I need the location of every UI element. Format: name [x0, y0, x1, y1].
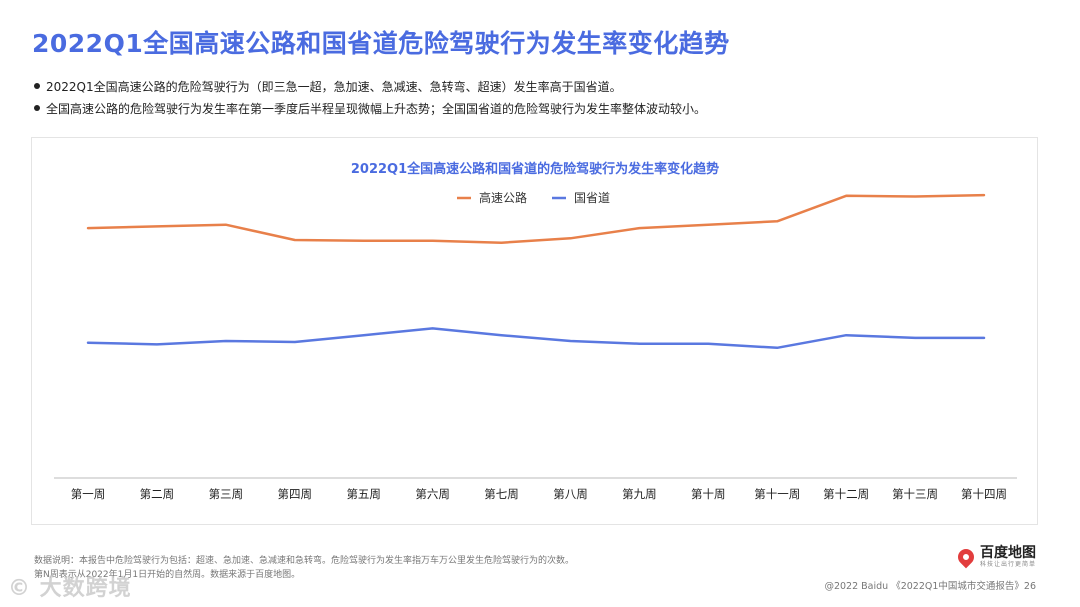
- data-point-1-12: [914, 337, 916, 339]
- chart-legend: 高速公路 国省道: [457, 190, 610, 205]
- x-tick-label: 第八周: [553, 487, 588, 501]
- series-lines: [86, 193, 986, 350]
- map-pin-icon: [954, 545, 978, 569]
- data-point-0-10: [776, 220, 779, 223]
- series-line-1: [86, 327, 986, 350]
- data-footnote: 数据说明：本报告中危险驾驶行为包括：超速、急加速、急减速和急转弯。危险驾驶行为发…: [34, 554, 574, 582]
- data-point-0-8: [638, 227, 641, 229]
- x-tick-label: 第四周: [278, 487, 313, 501]
- data-point-0-2: [225, 223, 227, 226]
- data-point-1-4: [362, 334, 365, 336]
- footnote-line: 数据说明：本报告中危险驾驶行为包括：超速、急加速、急减速和急转弯。危险驾驶行为发…: [34, 556, 575, 566]
- line-chart: 2022Q1全国高速公路和国省道的危险驾驶行为发生率变化趋势 高速公路 国省道 第…: [54, 161, 1017, 501]
- x-tick-label: 第二周: [140, 487, 175, 501]
- watermark: © 大数跨境: [8, 576, 132, 601]
- page-title: 2022Q1全国高速公路和国省道危险驾驶行为发生率变化趋势: [32, 29, 730, 58]
- bullet-dot-icon: [34, 105, 40, 111]
- data-point-1-5: [431, 327, 434, 330]
- baidu-map-logo: 百度地图 科技让出行更简单: [954, 545, 1037, 569]
- chart-title: 2022Q1全国高速公路和国省道的危险驾驶行为发生率变化趋势: [351, 161, 719, 177]
- x-tick-label: 第十一周: [754, 487, 800, 501]
- copyright-text: @2022 Baidu 《2022Q1中国城市交通报告》26: [824, 581, 1036, 592]
- data-point-1-7: [569, 340, 572, 342]
- x-tick-label: 第一周: [71, 487, 106, 501]
- data-point-0-6: [500, 241, 503, 244]
- data-point-1-6: [500, 334, 503, 336]
- x-tick-label: 第十周: [691, 487, 726, 501]
- x-tick-label: 第十四周: [961, 487, 1007, 501]
- data-point-0-11: [845, 195, 847, 197]
- x-tick-label: 第七周: [484, 487, 519, 501]
- x-tick-label: 第九周: [622, 487, 657, 501]
- summary-bullets: 2022Q1全国高速公路的危险驾驶行为（即三急一超，急加速、急减速、急转弯、超速…: [34, 75, 706, 119]
- chart-card: 2022Q1全国高速公路和国省道的危险驾驶行为发生率变化趋势 高速公路 国省道 第…: [31, 137, 1038, 525]
- x-tick-label: 第十三周: [892, 487, 938, 501]
- x-tick-label: 第五周: [346, 487, 381, 501]
- bullet-dot-icon: [34, 83, 40, 89]
- x-tick-label: 第十二周: [823, 487, 869, 501]
- legend-label: 高速公路: [479, 190, 527, 205]
- x-tick-label: 第三周: [209, 487, 244, 501]
- data-point-0-3: [293, 239, 296, 241]
- data-point-1-10: [776, 346, 779, 349]
- bullet-item: 2022Q1全国高速公路的危险驾驶行为（即三急一超，急加速、急减速、急转弯、超速…: [34, 75, 706, 97]
- footnote-line: 第N周表示从2022年1月1日开始的自然周。数据来源于百度地图。: [34, 570, 301, 580]
- logo-slogan: 科技让出行更简单: [980, 561, 1037, 568]
- data-point-0-13: [983, 194, 985, 196]
- data-point-1-3: [293, 341, 296, 343]
- bullet-text: 2022Q1全国高速公路的危险驾驶行为（即三急一超，急加速、急减速、急转弯、超速…: [46, 79, 622, 94]
- data-point-1-8: [638, 342, 641, 345]
- data-point-1-13: [983, 337, 985, 339]
- data-point-0-4: [362, 239, 365, 242]
- legend-label: 国省道: [574, 191, 610, 205]
- data-point-0-9: [707, 223, 710, 226]
- data-point-0-5: [431, 239, 434, 242]
- data-point-1-0: [87, 341, 89, 344]
- bullet-item: 全国高速公路的危险驾驶行为发生率在第一季度后半程呈现微幅上升态势；全国国省道的危…: [34, 97, 706, 119]
- data-point-1-11: [845, 334, 847, 336]
- data-point-0-1: [156, 225, 158, 228]
- data-point-1-9: [707, 342, 710, 345]
- data-point-0-0: [87, 227, 89, 229]
- x-tick-label: 第六周: [415, 487, 450, 501]
- data-point-1-2: [225, 340, 227, 342]
- series-line-0: [86, 193, 986, 244]
- data-point-0-12: [914, 195, 916, 198]
- logo-name: 百度地图: [980, 545, 1036, 561]
- data-point-0-7: [569, 237, 572, 240]
- data-point-1-1: [156, 343, 158, 346]
- bullet-text: 全国高速公路的危险驾驶行为发生率在第一季度后半程呈现微幅上升态势；全国国省道的危…: [46, 101, 707, 116]
- x-axis-ticks: 第一周 第二周 第三周 第四周 第五周 第六周 第七周 第八周 第九周 第十周 第十一周 第十二周 第十…: [71, 487, 1007, 501]
